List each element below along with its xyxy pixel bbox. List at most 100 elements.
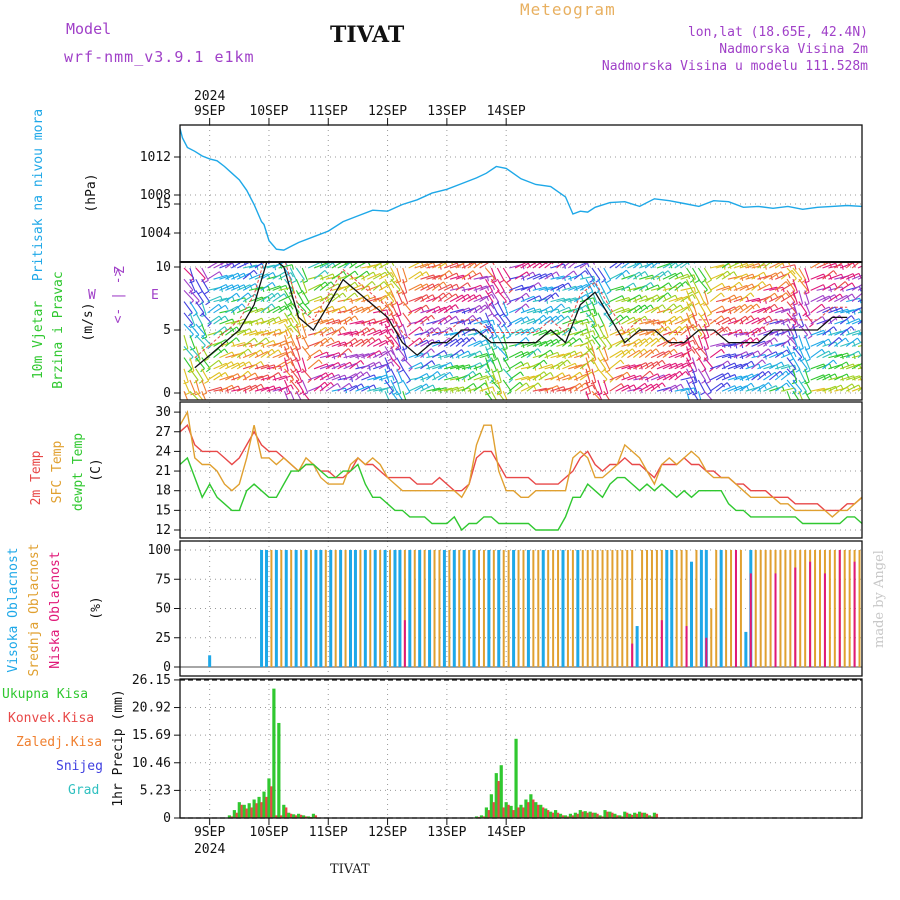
wind-barb <box>632 348 645 359</box>
wind-barb <box>526 362 540 370</box>
wind-barb-flag <box>607 403 611 406</box>
wind-barb-flag <box>721 305 726 311</box>
wind-barb <box>272 293 285 303</box>
cloud-bar-low <box>838 550 841 667</box>
wind-barb <box>183 390 189 400</box>
wind-barb <box>633 382 646 392</box>
wind-barb <box>201 368 210 382</box>
wind-barb <box>402 312 412 325</box>
wind-barb <box>278 375 293 381</box>
wind-barb <box>420 294 433 303</box>
wind-barb <box>508 317 522 325</box>
wind-barb <box>538 315 551 325</box>
wind-barb <box>272 318 286 325</box>
wind-barb <box>349 359 362 370</box>
wind-barb <box>225 326 238 336</box>
wind-barb <box>508 361 522 370</box>
wind-barb-flag <box>448 270 453 275</box>
wind-barb-flag <box>644 271 649 276</box>
wind-barb <box>189 312 196 327</box>
wind-barb-flag <box>573 326 578 332</box>
wind-barb <box>816 338 829 347</box>
wind-barb-flag <box>822 316 826 322</box>
wind-barb <box>461 352 476 359</box>
wind-barb <box>603 323 609 338</box>
wind-barb-flag <box>607 346 613 350</box>
wind-barb <box>473 375 488 381</box>
wind-barb-flag <box>655 348 660 354</box>
wind-barb <box>372 374 387 381</box>
wind-barb-flag <box>537 348 542 353</box>
wind-barb <box>325 283 339 291</box>
wind-barb-flag <box>632 282 637 288</box>
wind-barb <box>502 267 512 281</box>
wind-barb <box>768 370 781 381</box>
wind-barb <box>213 339 227 347</box>
wind-barb <box>213 362 227 370</box>
wind-barb <box>479 319 494 325</box>
wind-barb-flag <box>430 348 435 353</box>
wind-barb <box>236 385 251 392</box>
wind-barb <box>408 283 422 291</box>
wind-barb <box>372 339 387 347</box>
wind-barb-flag <box>318 359 323 364</box>
wind-barb <box>538 272 552 280</box>
wind-barb-flag <box>863 259 866 263</box>
wind-barb <box>396 357 404 371</box>
wind-barb-flag <box>796 403 800 406</box>
wind-barb <box>798 335 804 349</box>
wind-barb <box>721 271 735 280</box>
wind-barb <box>213 304 226 314</box>
wind-barb <box>514 382 527 392</box>
wind-barb <box>248 375 263 381</box>
wind-barb-flag <box>786 349 791 355</box>
wind-barb <box>810 348 823 359</box>
wind-barb <box>520 307 535 314</box>
wind-barb <box>727 363 742 370</box>
wind-barb <box>691 357 698 372</box>
wind-barb <box>644 383 658 392</box>
wind-barb <box>278 327 291 336</box>
wind-barb <box>615 262 624 269</box>
wind-barb-flag <box>492 319 495 326</box>
wind-barb <box>550 386 564 392</box>
wind-barb <box>496 346 508 358</box>
wind-barb-flag <box>750 292 755 298</box>
wind-barb <box>763 371 776 381</box>
wind-barb <box>662 294 676 303</box>
x-tick-label-top: 12SEP <box>368 104 407 119</box>
wind-barb <box>420 283 434 291</box>
wind-barb-flag <box>486 325 492 329</box>
cloud-bar-low <box>705 637 708 667</box>
wind-barb-flag <box>384 272 389 277</box>
wind-barb-flag <box>852 262 856 268</box>
wind-barb <box>490 323 498 338</box>
wind-barb <box>532 262 543 269</box>
cloud-bar-mid <box>433 550 436 667</box>
precip-bar-convective <box>299 814 303 818</box>
wind-barb <box>680 387 695 392</box>
wind-barb <box>509 342 523 347</box>
cloud-bar-high <box>452 550 456 667</box>
wind-barb <box>183 368 189 383</box>
wind-barb-flag <box>797 303 803 306</box>
wind-barb <box>674 306 688 314</box>
wind-barb-flag <box>203 404 208 406</box>
wind-barb-flag <box>408 367 413 372</box>
wind-barb <box>473 285 488 291</box>
wind-barb-flag <box>199 301 204 306</box>
wind-barb <box>769 319 783 325</box>
wind-barb <box>514 351 529 359</box>
wind-barb-flag <box>533 296 537 302</box>
wind-barb <box>574 353 588 359</box>
wind-barb-flag <box>758 275 762 281</box>
cloud-bar-mid <box>547 550 550 667</box>
wind-barb <box>201 334 212 346</box>
wind-barb <box>225 320 240 325</box>
wind-barb <box>544 262 554 269</box>
temp-line-1 <box>179 410 863 518</box>
wind-barb <box>615 307 630 314</box>
y-tick-label: 15 <box>155 197 171 212</box>
wind-barb-flag <box>652 297 655 303</box>
wind-barb <box>703 312 710 327</box>
